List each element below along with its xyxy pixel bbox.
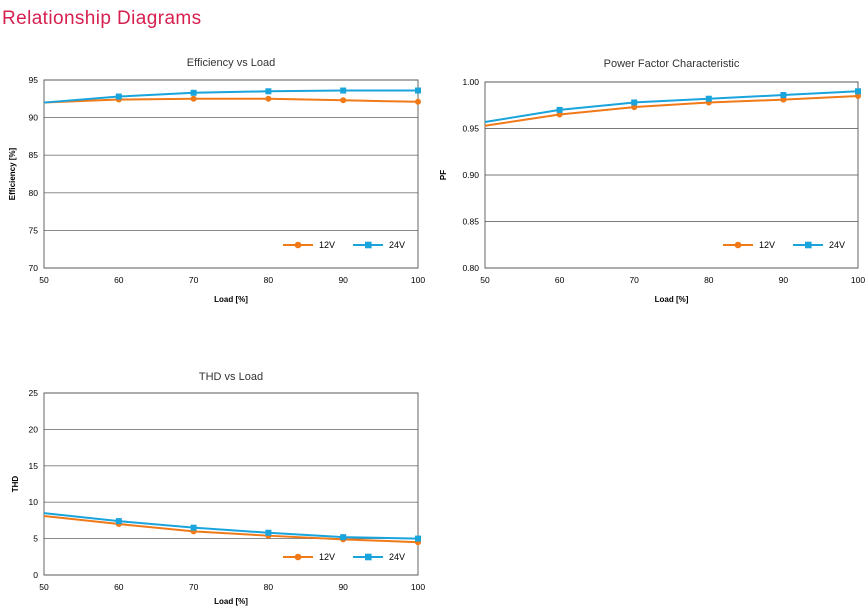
x-tick-label: 100 xyxy=(851,275,865,285)
series-line-24V xyxy=(484,90,859,123)
legend-marker xyxy=(294,553,302,561)
pf-chart: Power Factor Characteristic 0.80 0.85 0.90 0… xyxy=(439,58,865,304)
data-point-24V xyxy=(115,93,122,100)
thd-chart: THD vs Load 0 5 10 15 20 25 50 60 70 80 90 100 Load [… xyxy=(11,371,425,606)
legend-item-12V: 12V xyxy=(283,552,335,562)
y-tick-label: 0 xyxy=(33,570,38,580)
series-line-24V xyxy=(43,512,419,540)
y-tick-label: 95 xyxy=(29,75,39,85)
data-point-12V xyxy=(265,95,272,102)
y-tick-label: 75 xyxy=(29,225,39,235)
x-tick-label: 70 xyxy=(189,582,199,592)
x-tick-label: 100 xyxy=(411,275,425,285)
y-tick-label: 85 xyxy=(29,150,39,160)
data-point-24V xyxy=(556,106,563,113)
chart-title: Efficiency vs Load xyxy=(187,57,275,69)
x-tick-label: 80 xyxy=(704,275,714,285)
y-axis-label: Efficiency [%] xyxy=(8,147,17,200)
data-point-24V xyxy=(415,535,421,542)
y-axis-label: THD xyxy=(11,476,20,493)
y-tick-label: 25 xyxy=(29,388,39,398)
page-title: Relationship Diagrams xyxy=(2,8,202,29)
y-tick-label: 20 xyxy=(29,424,39,434)
data-point-24V xyxy=(340,87,347,94)
plot-frame xyxy=(484,81,859,269)
x-tick-label: 100 xyxy=(411,582,425,592)
series-line-12V xyxy=(484,94,859,127)
data-point-24V xyxy=(705,95,712,102)
x-tick-label: 90 xyxy=(338,275,348,285)
efficiency-chart: Efficiency vs Load 70 75 80 85 90 95 50 60 70 80 90… xyxy=(8,57,425,304)
series-line-12V xyxy=(43,97,419,104)
legend-label: 24V xyxy=(389,240,405,250)
x-tick-label: 60 xyxy=(555,275,565,285)
data-point-24V xyxy=(631,99,638,106)
y-tick-label: 90 xyxy=(29,113,39,123)
data-point-24V xyxy=(265,88,272,95)
x-tick-label: 60 xyxy=(114,582,124,592)
y-tick-label: 0.90 xyxy=(462,170,479,180)
x-tick-label: 50 xyxy=(39,582,49,592)
legend-item-24V: 24V xyxy=(793,240,845,250)
data-point-12V xyxy=(855,92,861,99)
x-tick-label: 50 xyxy=(480,275,490,285)
y-tick-label: 15 xyxy=(29,461,39,471)
data-point-24V xyxy=(265,529,272,536)
data-point-12V xyxy=(780,96,787,103)
data-point-12V xyxy=(340,97,347,104)
legend-label: 12V xyxy=(319,552,335,562)
y-tick-label: 0.85 xyxy=(462,217,479,227)
chart-title: THD vs Load xyxy=(199,371,263,383)
legend-marker xyxy=(365,241,372,249)
x-axis-label: Load [%] xyxy=(214,597,248,606)
legend-item-24V: 24V xyxy=(353,240,405,250)
x-tick-label: 80 xyxy=(264,275,274,285)
chart-title: Power Factor Characteristic xyxy=(604,58,740,70)
x-axis-label: Load [%] xyxy=(214,295,248,304)
y-axis-label: PF xyxy=(439,170,448,180)
x-tick-label: 50 xyxy=(39,275,49,285)
x-tick-label: 70 xyxy=(629,275,639,285)
data-point-24V xyxy=(190,89,197,96)
data-point-12V xyxy=(556,111,563,118)
data-point-24V xyxy=(115,518,122,525)
data-point-12V xyxy=(415,98,421,105)
legend-label: 12V xyxy=(759,240,775,250)
y-tick-label: 0.95 xyxy=(462,124,479,134)
x-tick-label: 90 xyxy=(338,582,348,592)
data-point-24V xyxy=(190,524,197,531)
data-point-12V xyxy=(631,104,638,111)
legend-marker xyxy=(734,241,742,249)
data-point-24V xyxy=(415,87,421,94)
legend-item-12V: 12V xyxy=(283,240,335,250)
y-tick-label: 1.00 xyxy=(462,77,479,87)
legend-marker xyxy=(365,553,372,561)
x-tick-label: 60 xyxy=(114,275,124,285)
y-tick-label: 70 xyxy=(29,263,39,273)
series-line-24V xyxy=(43,89,418,104)
plot-frame xyxy=(43,392,419,576)
data-point-12V xyxy=(190,95,197,102)
legend-label: 12V xyxy=(319,240,335,250)
legend-marker xyxy=(294,241,302,249)
series-line-12V xyxy=(43,515,419,544)
x-tick-label: 80 xyxy=(264,582,274,592)
data-point-24V xyxy=(340,534,347,541)
data-point-24V xyxy=(780,92,787,99)
data-point-24V xyxy=(855,88,861,95)
y-tick-label: 80 xyxy=(29,188,39,198)
x-tick-label: 70 xyxy=(189,275,199,285)
legend-item-24V: 24V xyxy=(353,552,405,562)
y-tick-label: 0.80 xyxy=(462,263,479,273)
y-tick-label: 5 xyxy=(33,534,38,544)
x-axis-label: Load [%] xyxy=(655,295,689,304)
plot-frame xyxy=(43,79,419,269)
legend-item-12V: 12V xyxy=(723,240,775,250)
legend-label: 24V xyxy=(389,552,405,562)
legend-label: 24V xyxy=(829,240,845,250)
x-tick-label: 90 xyxy=(779,275,789,285)
y-tick-label: 10 xyxy=(29,497,39,507)
legend-marker xyxy=(805,241,812,249)
